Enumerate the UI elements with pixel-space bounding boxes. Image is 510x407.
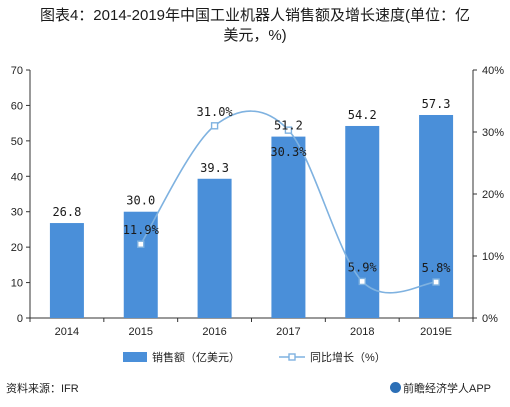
bar bbox=[271, 136, 306, 318]
growth-value-label: 5.8% bbox=[422, 261, 452, 275]
source-note: 资料来源：IFR bbox=[6, 383, 79, 395]
x-tick-label: 2017 bbox=[276, 326, 300, 338]
x-tick-label: 2016 bbox=[202, 326, 226, 338]
bar-value-label: 30.0 bbox=[126, 194, 155, 208]
growth-point bbox=[358, 277, 366, 286]
y-left-tick-label: 0 bbox=[17, 313, 23, 325]
legend-bar-swatch bbox=[123, 352, 147, 362]
bar-value-label: 39.3 bbox=[200, 161, 229, 175]
growth-point bbox=[137, 240, 145, 248]
y-left-tick-label: 50 bbox=[11, 136, 23, 148]
brand-name: 前瞻经济学人APP bbox=[403, 383, 492, 395]
chart-title-line1: 图表4：2014-2019年中国工业机器人销售额及增长速度(单位：亿 bbox=[39, 7, 471, 24]
brand-logo-icon bbox=[390, 382, 401, 393]
brand-credit: 前瞻经济学人APP bbox=[390, 380, 491, 396]
bar-value-label: 51.2 bbox=[274, 119, 303, 133]
bar bbox=[419, 114, 454, 318]
bar bbox=[123, 211, 158, 318]
y-left-tick-label: 30 bbox=[11, 207, 23, 219]
y-left-tick-label: 70 bbox=[11, 65, 23, 77]
y-right-tick-label: 30% bbox=[482, 127, 504, 139]
chart-title: 图表4：2014-2019年中国工业机器人销售额及增长速度(单位：亿 美元，%) bbox=[0, 6, 510, 46]
x-tick-label: 2018 bbox=[350, 326, 374, 338]
growth-point bbox=[210, 122, 219, 130]
x-tick-label: 2015 bbox=[129, 326, 153, 338]
y-right-tick-label: 40% bbox=[482, 65, 504, 77]
bar bbox=[197, 178, 232, 318]
growth-point bbox=[432, 278, 440, 286]
x-tick-label: 2014 bbox=[55, 326, 79, 338]
y-left-tick-label: 20 bbox=[11, 242, 23, 254]
growth-value-label: 31.0% bbox=[197, 105, 234, 119]
legend-line-marker bbox=[288, 353, 296, 361]
bar bbox=[49, 223, 84, 318]
growth-value-label: 11.9% bbox=[123, 223, 160, 237]
growth-value-label: 30.3% bbox=[270, 145, 307, 159]
growth-point bbox=[284, 126, 293, 134]
y-left-tick-label: 40 bbox=[11, 171, 23, 183]
bar bbox=[345, 125, 380, 318]
y-left-tick-label: 60 bbox=[11, 100, 23, 112]
y-right-tick-label: 10% bbox=[482, 251, 504, 263]
chart-title-line2: 美元，%) bbox=[223, 27, 287, 44]
growth-value-label: 5.9% bbox=[348, 260, 378, 274]
bar-value-label: 26.8 bbox=[52, 205, 81, 219]
legend-bar-label: 销售额（亿美元） bbox=[152, 350, 240, 364]
y-left-tick-label: 10 bbox=[11, 278, 23, 290]
legend-line-label: 同比增长（%） bbox=[310, 350, 386, 364]
bar-value-label: 57.3 bbox=[422, 97, 451, 111]
bar-value-label: 54.2 bbox=[348, 108, 377, 122]
y-right-tick-label: 20% bbox=[482, 189, 504, 201]
y-right-tick-label: 0% bbox=[482, 313, 498, 325]
x-tick-label: 2019E bbox=[420, 326, 452, 338]
